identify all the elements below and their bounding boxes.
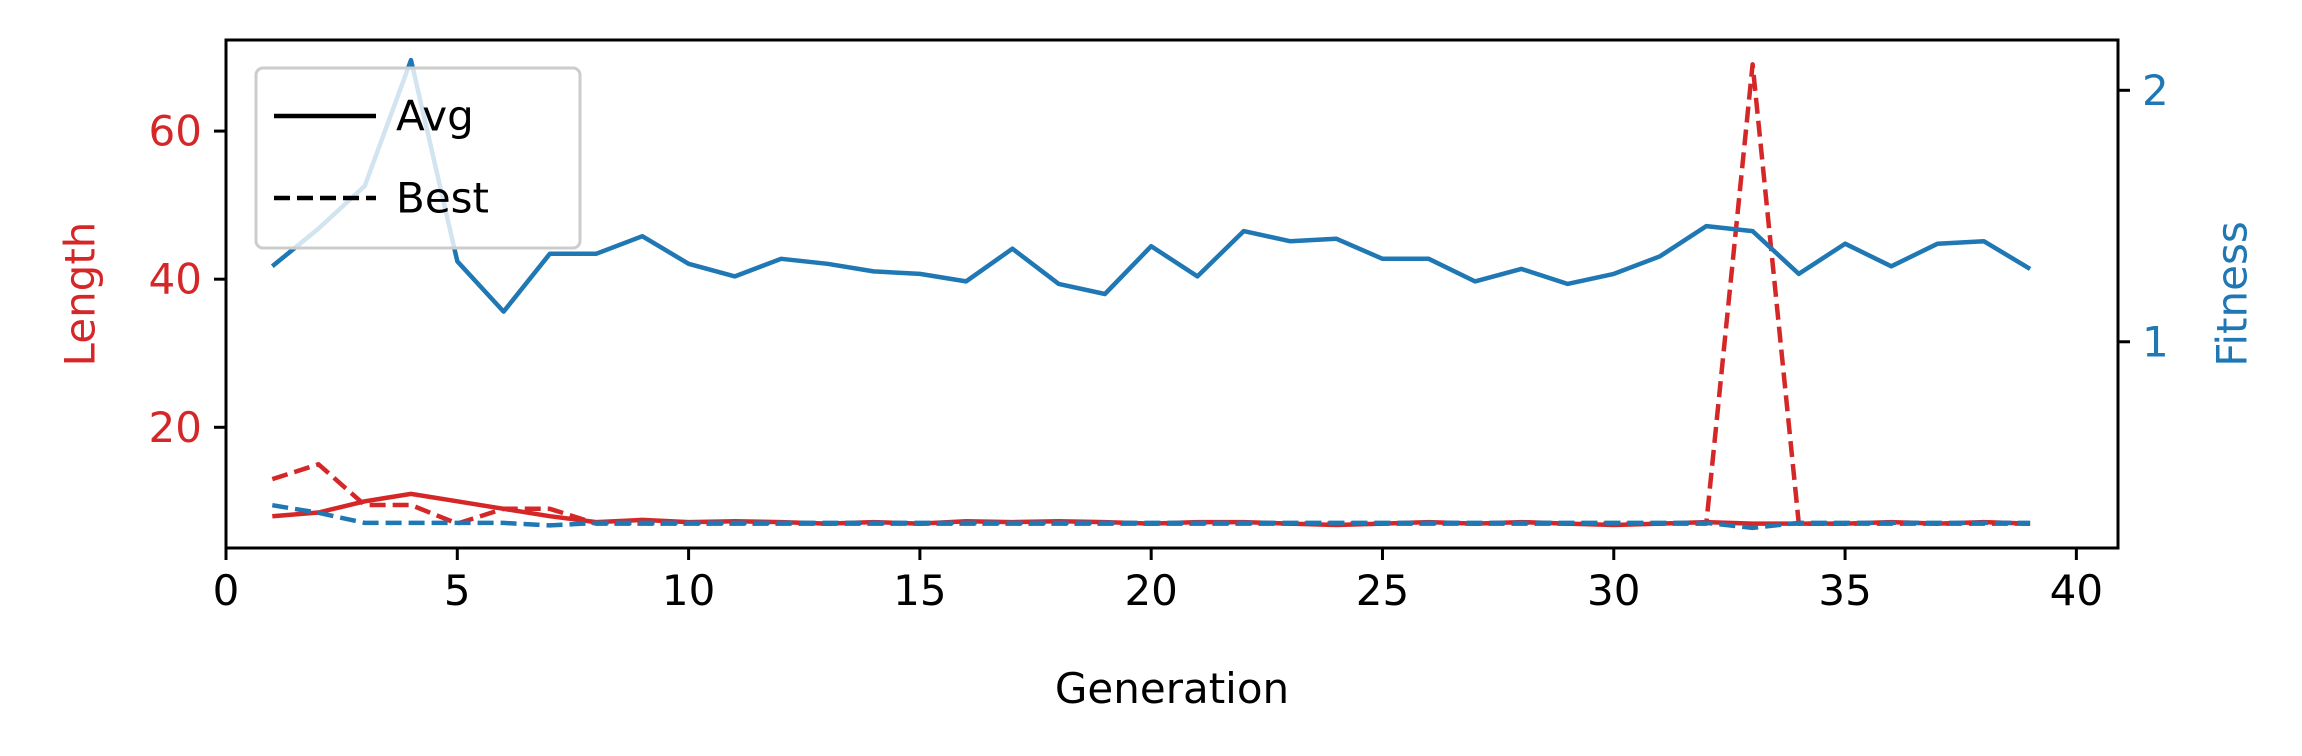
fitness-best-line [271,502,2031,531]
x-tick-label: 40 [2050,566,2103,615]
x-tick-label: 15 [893,566,946,615]
legend-label-avg: Avg [396,92,474,141]
x-tick-label: 25 [1356,566,1409,615]
x-tick-label: 10 [662,566,715,615]
x-axis-title: Generation [1055,664,1289,713]
left-y-tick-label: 20 [149,403,202,452]
x-tick-label: 5 [444,566,471,615]
left-y-axis-ticks: 20 40 60 [149,107,226,452]
x-tick-label: 35 [1818,566,1871,615]
series-layer [270,57,2032,531]
x-tick-label: 20 [1124,566,1177,615]
right-y-axis-ticks: 12 [2118,66,2169,366]
left-y-tick-label: 40 [149,255,202,304]
legend: Avg Best [254,66,582,250]
right-y-tick-label: 2 [2142,66,2169,115]
left-y-tick-label: 60 [149,107,202,156]
fitness-avg-line [270,57,2032,314]
plot-frame [224,38,2120,550]
right-y-axis-title: Fitness [2208,221,2257,366]
right-y-tick-label: 1 [2142,317,2169,366]
left-y-axis-title: Length [56,222,105,367]
x-axis-ticks: 0 5 10 15 20 25 30 35 40 [213,548,2103,615]
x-tick-label: 30 [1587,566,1640,615]
x-tick-label: 0 [213,566,240,615]
legend-label-best: Best [396,174,489,223]
legend-box [254,66,582,250]
